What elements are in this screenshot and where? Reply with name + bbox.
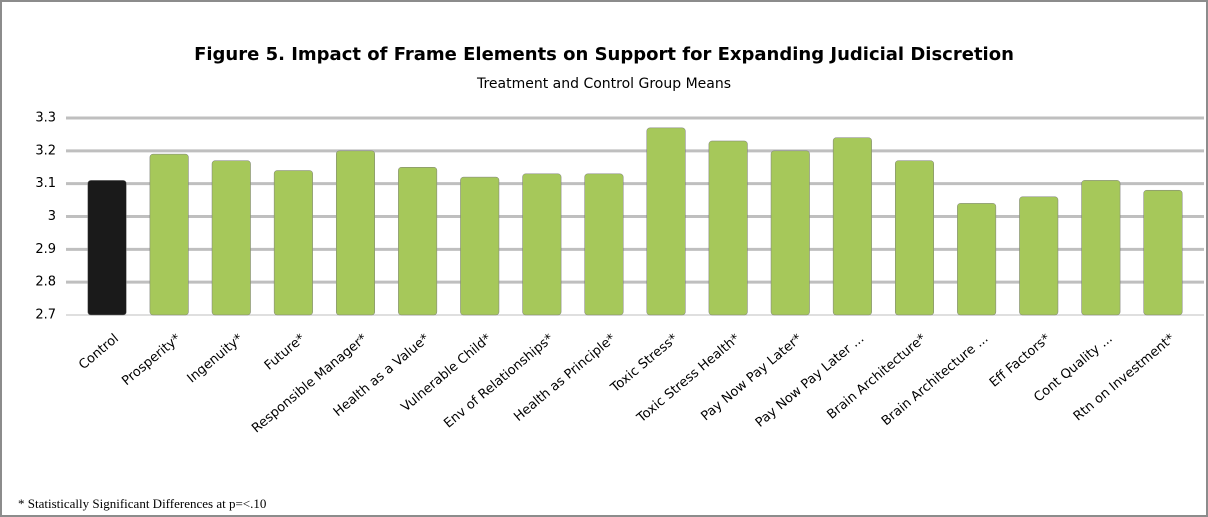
y-tick-label: 2.8: [35, 275, 56, 290]
bar: [149, 153, 189, 316]
bar: [832, 137, 872, 316]
bar: [584, 173, 624, 316]
bar: [522, 173, 562, 316]
bar: [460, 176, 500, 316]
bar: [646, 127, 686, 316]
bar: [770, 150, 810, 316]
footnote: * Statistically Significant Differences …: [18, 496, 266, 511]
bar: [398, 167, 438, 316]
y-tick-label: 3.1: [35, 176, 56, 191]
bar: [335, 150, 376, 316]
chart-subtitle: Treatment and Control Group Means: [476, 76, 731, 92]
bar: [87, 180, 127, 316]
y-tick-label: 3.2: [35, 143, 56, 158]
bar: [1143, 189, 1183, 316]
bar: [894, 160, 935, 316]
y-tick-label: 2.7: [35, 308, 56, 323]
bar: [273, 170, 313, 316]
y-tick-label: 3.3: [35, 111, 56, 126]
bar: [211, 160, 251, 316]
bar: [708, 140, 748, 316]
chart-title: Figure 5. Impact of Frame Elements on Su…: [194, 44, 1014, 65]
y-tick-label: 2.9: [35, 242, 56, 257]
bar: [1081, 180, 1121, 316]
y-tick-label: 3: [48, 209, 56, 224]
bar: [1019, 196, 1059, 316]
bar: [957, 203, 997, 316]
